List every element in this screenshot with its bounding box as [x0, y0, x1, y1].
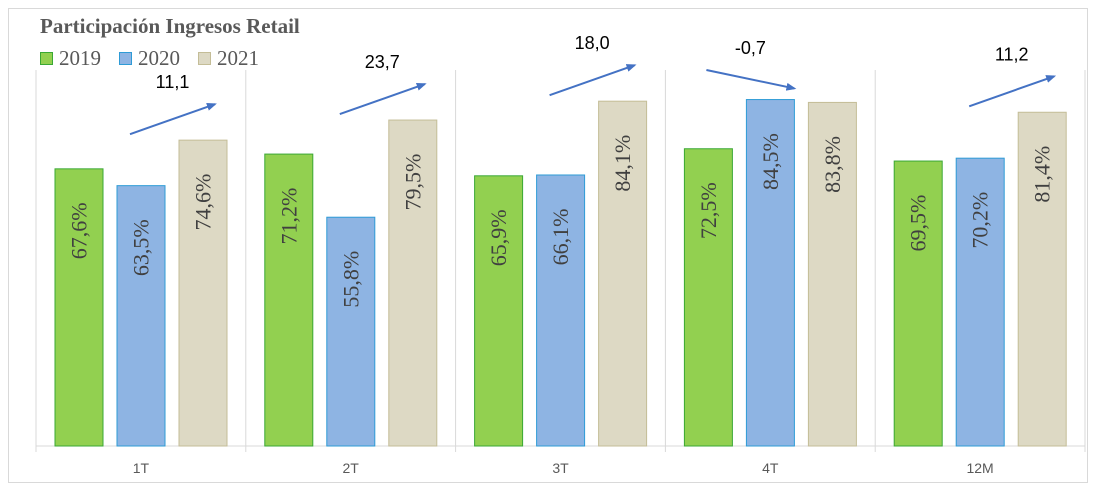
x-tick-label: 1T [133, 460, 150, 476]
trend-annotation: 18,0 [575, 33, 610, 53]
legend-swatch [119, 52, 132, 65]
data-label: 66,1% [548, 209, 573, 266]
data-label: 84,1% [610, 135, 635, 192]
bar-2020-2T [326, 216, 376, 447]
legend-label: 2020 [138, 46, 180, 70]
data-label: 71,2% [276, 188, 301, 245]
trend-arrow [968, 75, 1057, 108]
data-label: 63,5% [129, 219, 154, 276]
data-label: 69,5% [906, 195, 931, 252]
bar-2019-3T [474, 175, 524, 447]
bar-2020-12M [955, 157, 1005, 447]
data-label: 84,5% [758, 133, 783, 190]
bar-2021-12M [1017, 111, 1067, 447]
x-tick-label: 4T [762, 460, 779, 476]
legend-label: 2021 [217, 46, 259, 70]
data-label: 70,2% [968, 192, 993, 249]
bar-2019-12M [893, 160, 943, 447]
trend-arrow [129, 103, 217, 136]
legend-item-2019: 2019 [40, 46, 101, 71]
legend-swatch [198, 52, 211, 65]
bar-2021-2T [388, 119, 438, 447]
bar-2020-4T [745, 99, 795, 447]
trend-arrow [549, 64, 637, 97]
trend-annotation: 23,7 [365, 52, 400, 72]
bar-2021-3T [598, 100, 648, 447]
trend-annotation: 11,1 [156, 72, 190, 92]
data-label: 72,5% [696, 182, 721, 239]
bar-2019-4T [683, 148, 733, 447]
data-label: 74,6% [191, 174, 216, 231]
bar-2019-1T [54, 168, 104, 447]
trend-arrow [706, 69, 797, 91]
trend-arrow [339, 82, 427, 115]
legend-label: 2019 [59, 46, 101, 70]
data-label: 67,6% [67, 202, 92, 259]
legend: 2019 2020 2021 [40, 46, 259, 71]
legend-item-2020: 2020 [119, 46, 180, 71]
bar-2020-3T [536, 174, 586, 447]
legend-swatch [40, 52, 53, 65]
data-label: 55,8% [338, 251, 363, 308]
x-tick-label: 2T [343, 460, 360, 476]
chart-title: Participación Ingresos Retail [40, 14, 300, 38]
bar-2020-1T [116, 185, 166, 447]
bar-2019-2T [264, 153, 314, 447]
x-tick-label: 3T [552, 460, 569, 476]
data-label: 83,8% [820, 136, 845, 193]
data-label: 79,5% [400, 154, 425, 211]
bar-2021-4T [807, 101, 857, 447]
x-tick-label: 12M [966, 460, 993, 476]
legend-item-2021: 2021 [198, 46, 259, 71]
trend-annotation: -0,7 [735, 38, 766, 58]
bar-2021-1T [178, 139, 228, 447]
trend-annotation: 11,2 [995, 44, 1029, 64]
data-label: 65,9% [486, 209, 511, 266]
data-label: 81,4% [1030, 146, 1055, 203]
